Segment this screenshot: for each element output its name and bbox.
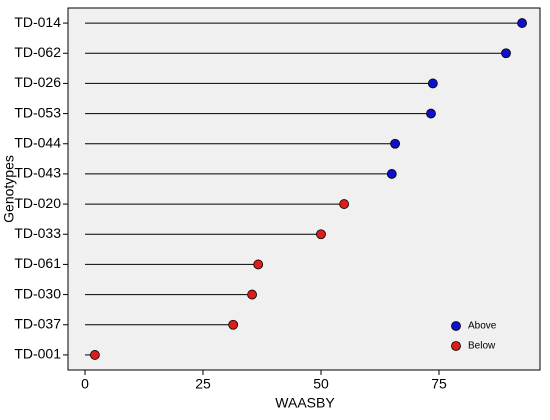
legend-marker [451,321,461,331]
dot [90,350,100,360]
y-tick-label: TD-020 [14,195,61,211]
dot [339,199,350,209]
plot-area [67,7,541,371]
y-tick-label: TD-053 [14,104,61,120]
y-tick-label: TD-033 [14,225,61,241]
y-tick-label: TD-043 [14,165,61,181]
legend: Above Below [451,321,497,352]
y-axis-title: Genotypes [1,155,17,223]
x-tick-label: 75 [431,376,447,392]
x-axis-title: WAASBY [275,395,335,411]
dot [501,48,511,59]
dot [228,319,239,330]
dot [517,18,527,28]
dot [426,108,436,119]
legend-label: Below [468,341,496,352]
y-tick-label: TD-044 [14,134,61,150]
y-tick-label: TD-026 [14,74,61,90]
dot [253,259,264,270]
dot [386,169,397,179]
legend-label: Above [468,321,497,332]
dot [427,78,438,89]
y-tick-label: TD-014 [14,14,61,30]
dot [247,289,257,300]
y-tick-label: TD-030 [14,285,61,301]
x-tick-label: 25 [195,376,211,392]
legend-marker [451,341,461,351]
y-tick-label: TD-062 [14,44,61,60]
y-tick-label: TD-001 [14,346,61,362]
dot [390,138,400,149]
y-tick-label: TD-037 [14,315,61,331]
x-tick-label: 0 [81,376,89,392]
dot [316,229,326,240]
x-tick-label: 50 [313,376,329,392]
y-tick-label: TD-061 [14,255,61,271]
